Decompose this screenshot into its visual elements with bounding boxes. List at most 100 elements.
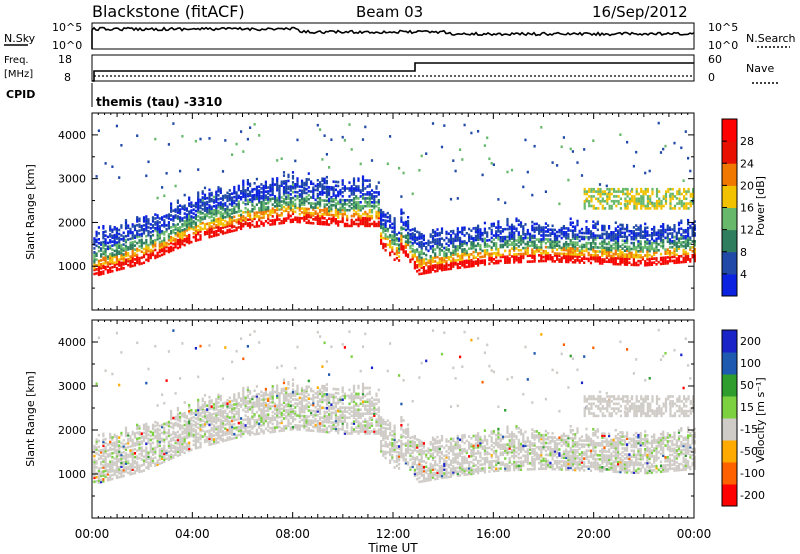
power-cell (522, 233, 525, 236)
power-cell (226, 229, 229, 232)
power-cell (673, 247, 676, 251)
power-cell (589, 244, 593, 247)
power-cell (359, 218, 362, 222)
power-cell (624, 192, 627, 196)
power-cell (598, 256, 602, 259)
power-cell (506, 261, 509, 264)
velocity-cell (183, 445, 186, 449)
power-cell (264, 220, 267, 223)
power-cell (224, 211, 227, 215)
velocity-cell (176, 406, 179, 410)
power-cell (210, 207, 213, 211)
power-cell (95, 252, 98, 255)
power-cell (352, 214, 356, 218)
power-cell (181, 229, 184, 232)
power-cell (242, 189, 245, 193)
power-cell (219, 189, 222, 193)
velocity-cell (104, 475, 107, 479)
power-cell (628, 255, 631, 259)
power-cell (352, 220, 356, 224)
power-cell (233, 185, 236, 189)
power-cell (113, 228, 116, 231)
power-cell (504, 255, 507, 259)
power-cell (650, 233, 654, 237)
power-cell (407, 243, 410, 247)
velocity-cell (181, 442, 184, 446)
power-cell (267, 186, 270, 189)
power-cell (447, 244, 450, 247)
power-cell (622, 192, 625, 196)
power-cell (542, 249, 545, 253)
velocity-cell (97, 457, 100, 461)
power-cell (556, 242, 559, 246)
power-cell (228, 214, 231, 218)
power-cell (506, 227, 509, 231)
velocity-cell (154, 428, 157, 432)
power-cell (604, 207, 607, 210)
power-cell (346, 216, 349, 220)
velocity-cell (136, 461, 139, 464)
power-cell (97, 271, 100, 275)
power-cell (420, 266, 423, 269)
power-cell (325, 213, 328, 216)
velocity-cell (106, 455, 109, 458)
power-cell (145, 250, 148, 254)
velocity-cell (113, 433, 116, 437)
power-cell (219, 187, 222, 191)
power-cell (644, 254, 647, 257)
power-cell (583, 243, 586, 247)
power-cell (294, 190, 297, 194)
power-cell (680, 146, 683, 150)
power-cell (497, 253, 500, 257)
velocity-cell (133, 469, 137, 473)
power-cell (203, 225, 207, 228)
power-cell (382, 213, 385, 216)
power-cell (465, 259, 468, 263)
velocity-cell (113, 435, 116, 439)
power-cell (361, 187, 365, 190)
freq-unit-label: [MHz] (4, 69, 33, 80)
power-cell (529, 236, 532, 240)
power-cell (307, 213, 310, 217)
velocity-cell (138, 446, 141, 450)
power-cell (395, 256, 398, 260)
power-cell (316, 123, 319, 127)
velocity-cell (109, 434, 112, 438)
power-cell (630, 253, 633, 257)
power-cell (461, 264, 464, 267)
power-cell (237, 218, 240, 221)
power-cell (118, 250, 121, 253)
velocity-cell (170, 455, 173, 458)
power-cell (479, 259, 482, 263)
power-cell (540, 240, 543, 243)
power-cell (659, 256, 663, 260)
velocity-cell (181, 444, 184, 448)
velocity-cell (95, 442, 98, 445)
power-cell (136, 241, 139, 245)
power-cell (655, 249, 658, 252)
power-cell (364, 197, 367, 200)
power-cell (479, 236, 482, 239)
power-cell (194, 215, 197, 219)
power-cell (400, 210, 403, 214)
power-cell (319, 198, 322, 202)
power-cell (659, 233, 663, 236)
power-cell (280, 219, 283, 223)
power-cell (240, 221, 243, 225)
power-cell (115, 243, 118, 246)
power-cell (355, 197, 358, 200)
power-cell (341, 214, 344, 218)
power-cell (109, 241, 112, 244)
power-cell (352, 183, 356, 186)
power-cell (553, 244, 556, 247)
power-cell (567, 248, 570, 252)
power-cell (411, 257, 414, 261)
velocity-cell (163, 422, 166, 426)
power-cell (316, 214, 319, 218)
power-cell (677, 245, 681, 248)
power-cell (142, 220, 146, 223)
power-cell (468, 233, 471, 237)
power-cell (673, 251, 676, 255)
power-cell (384, 213, 387, 217)
power-cell (420, 242, 423, 246)
